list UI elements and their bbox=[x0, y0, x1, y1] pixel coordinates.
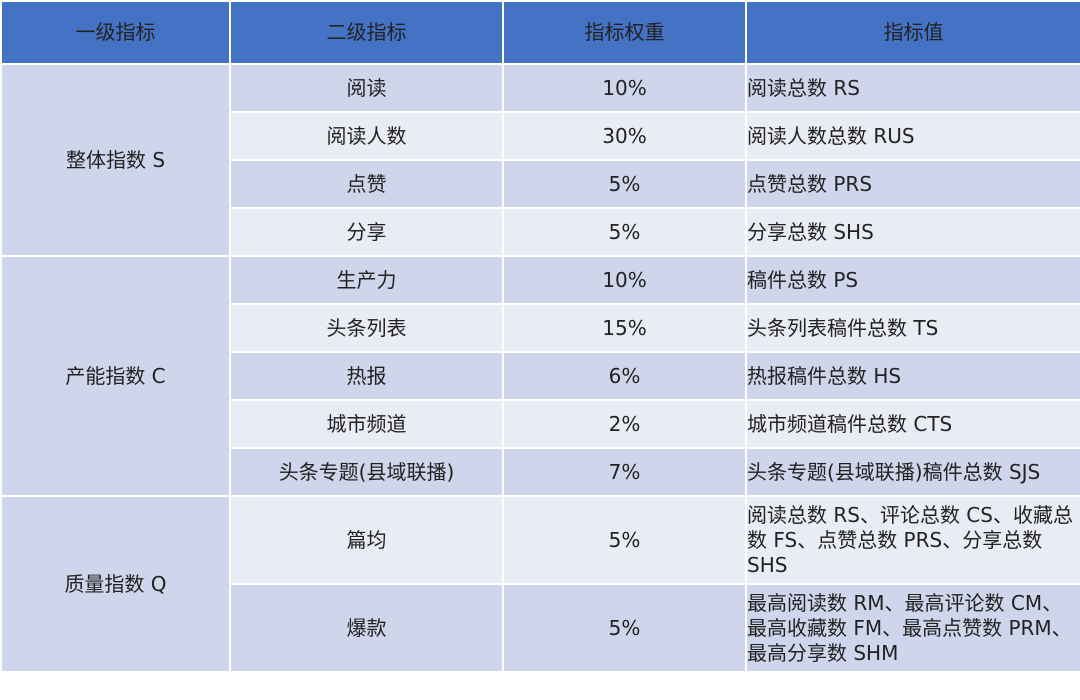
table-row: 城市频道 2% 城市频道稿件总数 CTS bbox=[1, 399, 1080, 449]
table-body: 整体指数 S 阅读 10% 阅读总数 RS 阅读人数 30% 阅读人数总数 RU… bbox=[0, 63, 1080, 673]
table-row: 分享 5% 分享总数 SHS bbox=[1, 207, 1080, 257]
level2-cell: 头条列表 bbox=[229, 303, 504, 353]
value-cell: 最高阅读数 RM、最高评论数 CM、最高收藏数 FM、最高点赞数 PRM、最高分… bbox=[745, 583, 1080, 673]
level2-cell: 头条专题(县域联播) bbox=[229, 447, 504, 497]
weight-cell: 10% bbox=[502, 63, 747, 113]
table-row: 点赞 5% 点赞总数 PRS bbox=[1, 159, 1080, 209]
table-row: 阅读人数 30% 阅读人数总数 RUS bbox=[1, 111, 1080, 161]
value-cell: 阅读总数 RS、评论总数 CS、收藏总数 FS、点赞总数 PRS、分享总数 SH… bbox=[745, 495, 1080, 585]
level2-cell: 城市频道 bbox=[229, 399, 504, 449]
table-row: 产能指数 C 生产力 10% 稿件总数 PS bbox=[0, 255, 1080, 497]
header-weight: 指标权重 bbox=[502, 0, 747, 65]
value-cell: 分享总数 SHS bbox=[745, 207, 1080, 257]
value-cell: 点赞总数 PRS bbox=[745, 159, 1080, 209]
value-cell: 头条专题(县域联播)稿件总数 SJS bbox=[745, 447, 1080, 497]
value-cell: 稿件总数 PS bbox=[745, 255, 1080, 305]
value-cell: 热报稿件总数 HS bbox=[745, 351, 1080, 401]
table-row: 爆款 5% 最高阅读数 RM、最高评论数 CM、最高收藏数 FM、最高点赞数 P… bbox=[1, 583, 1080, 673]
level2-cell: 阅读人数 bbox=[229, 111, 504, 161]
weight-cell: 7% bbox=[502, 447, 747, 497]
level2-cell: 热报 bbox=[229, 351, 504, 401]
level2-cell: 阅读 bbox=[229, 63, 504, 113]
level2-cell: 分享 bbox=[229, 207, 504, 257]
value-cell: 头条列表稿件总数 TS bbox=[745, 303, 1080, 353]
value-cell: 阅读人数总数 RUS bbox=[745, 111, 1080, 161]
level1-cell: 整体指数 S bbox=[0, 63, 231, 257]
table-row: 头条列表 15% 头条列表稿件总数 TS bbox=[1, 303, 1080, 353]
header-level2: 二级指标 bbox=[229, 0, 504, 65]
header-value: 指标值 bbox=[745, 0, 1080, 65]
level2-cell: 爆款 bbox=[229, 583, 504, 673]
table-row: 质量指数 Q 篇均 5% 阅读总数 RS、评论总数 CS、收藏总数 FS、点赞总… bbox=[0, 495, 1080, 673]
weight-cell: 5% bbox=[502, 207, 747, 257]
value-cell: 阅读总数 RS bbox=[745, 63, 1080, 113]
weight-cell: 6% bbox=[502, 351, 747, 401]
table-header: 一级指标 二级指标 指标权重 指标值 bbox=[0, 0, 1080, 65]
weight-cell: 5% bbox=[502, 159, 747, 209]
level1-cell: 质量指数 Q bbox=[0, 495, 231, 673]
weight-cell: 30% bbox=[502, 111, 747, 161]
level2-cell: 生产力 bbox=[229, 255, 504, 305]
table-row: 整体指数 S 阅读 10% 阅读总数 RS bbox=[0, 63, 1080, 257]
value-cell: 城市频道稿件总数 CTS bbox=[745, 399, 1080, 449]
metrics-table: 一级指标 二级指标 指标权重 指标值 整体指数 S 阅读 10% 阅读总数 RS… bbox=[0, 0, 1080, 673]
weight-cell: 15% bbox=[502, 303, 747, 353]
header-level1: 一级指标 bbox=[0, 0, 231, 65]
level2-cell: 点赞 bbox=[229, 159, 504, 209]
weight-cell: 2% bbox=[502, 399, 747, 449]
weight-cell: 10% bbox=[502, 255, 747, 305]
level1-cell: 产能指数 C bbox=[0, 255, 231, 497]
weight-cell: 5% bbox=[502, 583, 747, 673]
weight-cell: 5% bbox=[502, 495, 747, 585]
level2-cell: 篇均 bbox=[229, 495, 504, 585]
table-row: 热报 6% 热报稿件总数 HS bbox=[1, 351, 1080, 401]
table-row: 头条专题(县域联播) 7% 头条专题(县域联播)稿件总数 SJS bbox=[1, 447, 1080, 497]
